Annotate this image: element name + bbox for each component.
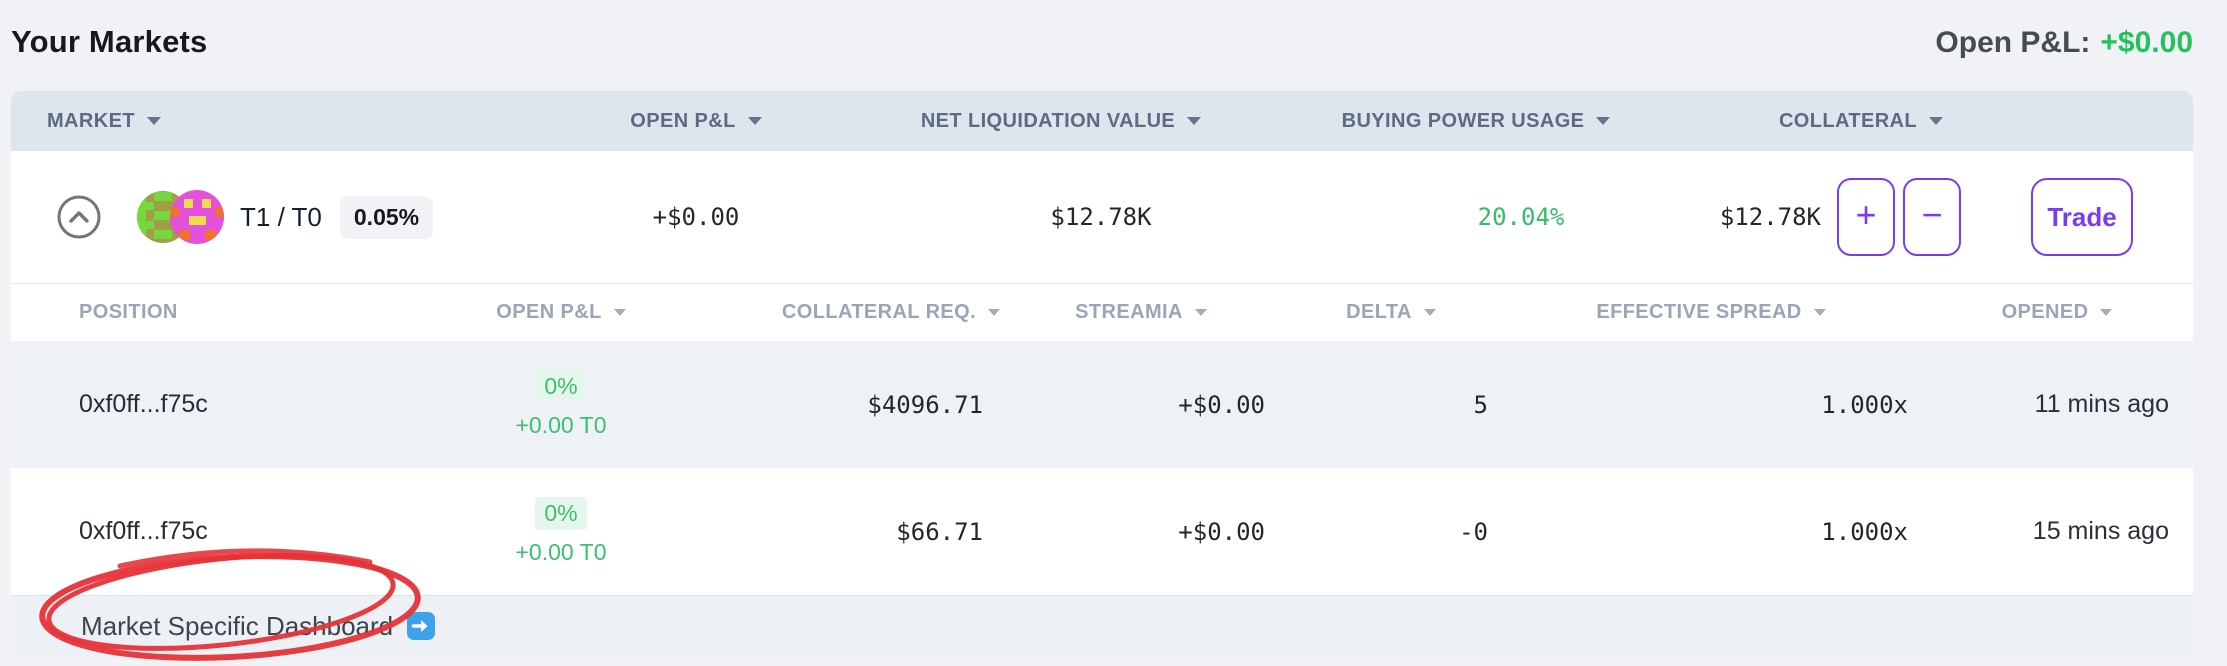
open-pnl-amount: +0.00 T0 (515, 412, 607, 438)
market-specific-dashboard-link[interactable]: Market Specific Dashboard (81, 611, 436, 642)
sort-caret-icon (747, 117, 762, 125)
open-pnl-value: +$0.00 (2100, 26, 2193, 59)
column-header-collateral[interactable]: COLLATERAL (1651, 110, 2071, 133)
market-collateral-cell: $12.78K + − Trade (1661, 178, 2193, 256)
position-address: 0xf0ff...f75c (79, 517, 208, 545)
sort-caret-icon (1194, 309, 1207, 316)
position-open-pnl-cell: 0% +0.00 T0 (341, 370, 781, 439)
effective-spread-value: 1.000x (1821, 517, 1908, 546)
sort-caret-icon (1813, 309, 1826, 316)
column-header-opened[interactable]: OPENED (1921, 301, 2193, 324)
opened-value: 15 mins ago (2032, 517, 2169, 545)
column-header-net-liquidation-value[interactable]: NET LIQUIDATION VALUE (821, 110, 1301, 133)
collateral-req-value: $4096.71 (867, 390, 983, 419)
market-buying-power-usage: 20.04% (1477, 203, 1565, 231)
column-header-open-pnl[interactable]: OPEN P&L (571, 110, 821, 133)
token-pair-icon (137, 190, 224, 244)
sort-caret-icon (2100, 309, 2113, 316)
markets-table-header: MARKET OPEN P&L NET LIQUIDATION VALUE BU… (11, 91, 2193, 151)
market-footer: Market Specific Dashboard (11, 595, 2193, 656)
column-header-delta[interactable]: DELTA (1281, 301, 1501, 324)
position-open-pnl-cell: 0% +0.00 T0 (341, 497, 781, 566)
column-header-streamia[interactable]: STREAMIA (1001, 301, 1281, 324)
market-info-cell: T1 / T0 0.05% (11, 188, 571, 246)
token-t0-icon (170, 190, 224, 244)
position-row[interactable]: 0xf0ff...f75c 0% +0.00 T0 $66.71 +$0.00 … (11, 468, 2193, 595)
market-row: T1 / T0 0.05% +$0.00 $12.78K 20.04% $12.… (11, 151, 2193, 283)
trade-button[interactable]: Trade (2031, 178, 2133, 256)
column-header-effective-spread[interactable]: EFFECTIVE SPREAD (1501, 301, 1921, 324)
markets-card: MARKET OPEN P&L NET LIQUIDATION VALUE BU… (11, 91, 2193, 656)
column-header-position-open-pnl[interactable]: OPEN P&L (341, 301, 781, 324)
streamia-value: +$0.00 (1178, 517, 1265, 546)
effective-spread-value: 1.000x (1821, 390, 1908, 419)
right-arrow-icon (407, 612, 436, 640)
delta-value: 5 (1473, 390, 1488, 419)
sort-caret-icon (1423, 309, 1436, 316)
column-header-buying-power-usage[interactable]: BUYING POWER USAGE (1301, 110, 1651, 133)
position-row[interactable]: 0xf0ff...f75c 0% +0.00 T0 $4096.71 +$0.0… (11, 341, 2193, 468)
delta-value: -0 (1459, 517, 1488, 546)
position-address: 0xf0ff...f75c (79, 390, 208, 418)
open-pnl-amount: +0.00 T0 (515, 539, 607, 565)
sort-caret-icon (1929, 117, 1944, 125)
page-title: Your Markets (11, 24, 208, 59)
column-header-market[interactable]: MARKET (11, 110, 571, 133)
open-pnl-label: Open P&L: (1935, 26, 2091, 59)
sort-caret-icon (1187, 117, 1202, 125)
market-open-pnl-value: +$0.00 (652, 203, 740, 231)
sort-caret-icon (1596, 117, 1611, 125)
chevron-up-circle-icon (57, 195, 101, 239)
collateral-req-value: $66.71 (896, 517, 983, 546)
total-open-pnl: Open P&L: +$0.00 (1935, 26, 2193, 60)
sort-caret-icon (146, 117, 161, 125)
collapse-market-button[interactable] (57, 195, 101, 239)
positions-table-header: POSITION OPEN P&L COLLATERAL REQ. STREAM… (11, 283, 2193, 341)
sort-caret-icon (613, 309, 626, 316)
market-pair-label: T1 / T0 (240, 201, 322, 232)
column-header-collateral-req[interactable]: COLLATERAL REQ. (781, 301, 1001, 324)
sort-caret-icon (988, 309, 1001, 316)
open-pnl-percent: 0% (535, 370, 587, 403)
open-pnl-percent: 0% (535, 497, 587, 530)
top-bar: Your Markets Open P&L: +$0.00 (11, 0, 2193, 60)
market-collateral-value: $12.78K (1719, 203, 1821, 231)
remove-collateral-button[interactable]: − (1903, 178, 1961, 256)
add-collateral-button[interactable]: + (1837, 178, 1895, 256)
streamia-value: +$0.00 (1178, 390, 1265, 419)
opened-value: 11 mins ago (2034, 390, 2169, 418)
fee-tier-badge: 0.05% (339, 195, 434, 239)
column-header-position: POSITION (79, 301, 178, 323)
market-net-liquidation-value: $12.78K (1050, 203, 1152, 231)
